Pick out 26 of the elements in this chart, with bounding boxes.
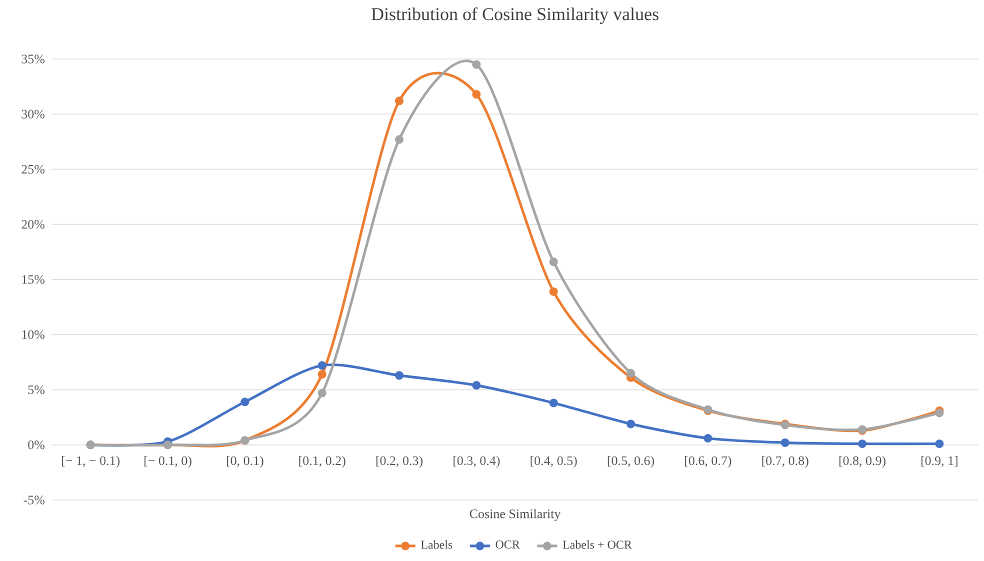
x-tick-label: [0.3, 0.4) [454,456,500,468]
y-tick-label: 10% [22,330,44,340]
x-tick-label: [0.2, 0.3) [376,456,423,468]
x-tick-label: [0.6, 0.7) [685,456,732,468]
x-tick-label: [0.7, 0.8) [762,456,808,468]
y-tick-label: 25% [22,164,44,174]
x-tick-label: [− 1, − 0.1) [62,456,120,468]
x-tick-label: [0.1, 0.2) [299,456,346,468]
x-axis-title: Cosine Similarity [470,509,561,521]
legend-label: OCR [496,540,520,549]
y-tick-label: 30% [22,110,44,119]
x-tick-label: [0.5, 0.6) [608,456,654,468]
x-tick-label: [0, 0.1) [226,456,264,468]
y-tick-label: 20% [22,220,44,229]
legend-label: Labels + OCR [562,540,632,549]
y-tick-label: 5% [28,385,44,394]
y-tick-label: 0% [28,440,44,450]
x-tick-label: [0.9, 1] [921,456,958,467]
y-tick-label: 15% [22,275,44,284]
x-tick-label: [0.8, 0.9) [839,456,886,468]
y-tick-label: -5% [24,496,44,504]
x-tick-label: [0.4, 0.5) [530,456,577,468]
chart-title: Distribution of Cosine Similarity values [372,7,658,24]
legend-label: Labels [421,540,452,549]
x-tick-label: [− 0.1, 0) [144,456,192,468]
y-tick-label: 35% [22,54,44,64]
